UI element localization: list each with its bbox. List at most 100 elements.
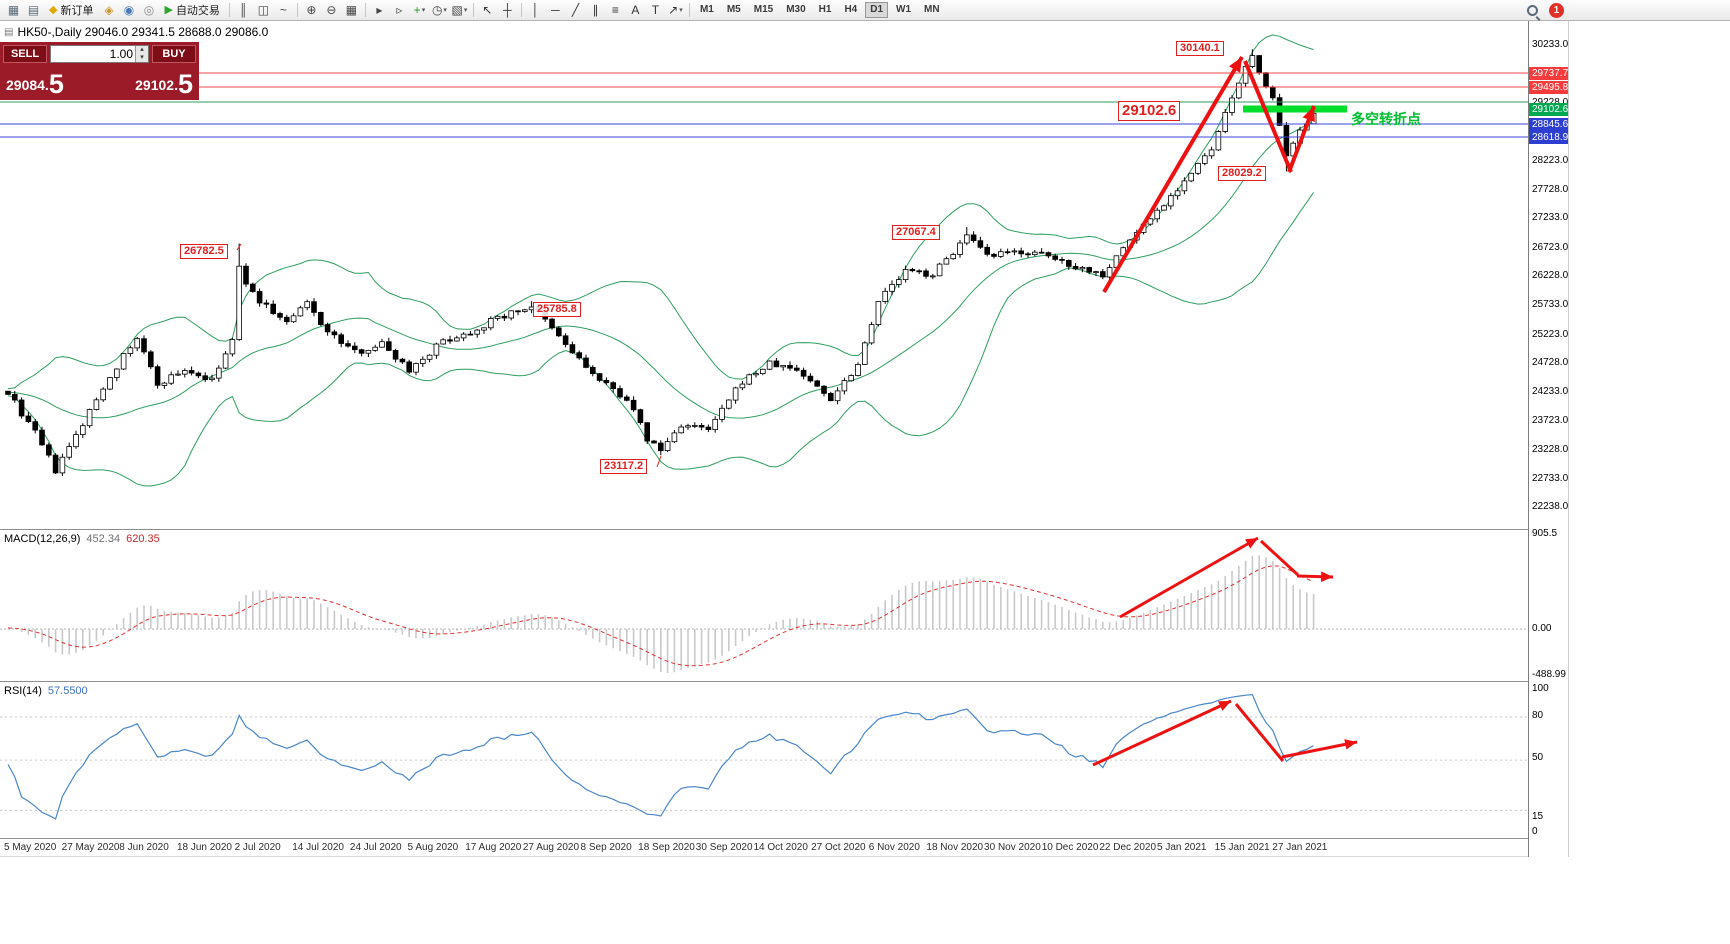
- cursor-icon[interactable]: ↖: [478, 2, 497, 19]
- fibonacci-icon[interactable]: ≡: [606, 2, 625, 19]
- timeframe-m30-button[interactable]: M30: [786, 4, 806, 15]
- label-icon[interactable]: T: [646, 2, 665, 19]
- line-chart-icon-glyph: ~: [279, 3, 287, 17]
- dropdown-caret: ▾: [679, 7, 683, 14]
- chart-shift-icon[interactable]: ▹: [390, 2, 409, 19]
- price-axis-label: 23723.0: [1532, 415, 1569, 426]
- text-icon[interactable]: A: [626, 2, 645, 19]
- crosshair-icon[interactable]: ┼: [498, 2, 517, 19]
- channel-icon[interactable]: ∥: [586, 2, 605, 19]
- vertical-line-icon[interactable]: │: [526, 2, 545, 19]
- trend-arrow[interactable]: [1243, 60, 1293, 173]
- price-axis-label: 22238.0: [1532, 501, 1569, 512]
- search-icon[interactable]: [1523, 2, 1542, 19]
- timeframe-m15-button[interactable]: M15: [753, 4, 774, 15]
- chart-shift-icon-glyph: ▹: [396, 3, 403, 17]
- volume-up-button[interactable]: ▴: [140, 46, 144, 53]
- buy-price: 29102. 5: [135, 71, 193, 98]
- accounts-icon[interactable]: ◉: [119, 2, 138, 19]
- price-chart: [0, 34, 1528, 487]
- date-axis-label: 8 Jun 2020: [119, 842, 169, 853]
- timeframe-m5-button[interactable]: M5: [726, 4, 741, 15]
- chart-window-icon[interactable]: ▦: [4, 2, 23, 19]
- zoom-out-icon[interactable]: ⊖: [322, 2, 341, 19]
- ohlc-bars-icon[interactable]: ║: [234, 2, 253, 19]
- macd-signal-value: 620.35: [126, 533, 160, 545]
- trade-panel-controls: SELL ▴ ▾ BUY: [3, 44, 196, 64]
- text-icon-glyph: A: [631, 3, 640, 17]
- timeframe-h1-button[interactable]: H1: [818, 4, 832, 15]
- date-axis-label: 2 Jul 2020: [234, 842, 281, 853]
- templates-icon-glyph: ▧: [451, 3, 463, 17]
- trend-arrow[interactable]: [1259, 539, 1300, 577]
- new-order-button[interactable]: ◆ 新订单: [44, 2, 98, 19]
- volume-input[interactable]: [51, 46, 135, 62]
- volume-down-button[interactable]: ▾: [140, 54, 144, 61]
- accounts-icon-glyph: ◉: [123, 3, 135, 17]
- date-axis-label: 30 Sep 2020: [695, 842, 753, 853]
- timeframe-mn-button[interactable]: MN: [924, 4, 940, 15]
- notification-badge[interactable]: 1: [1549, 2, 1564, 18]
- sell-button[interactable]: SELL: [3, 45, 47, 63]
- community-icon[interactable]: ◎: [139, 2, 158, 19]
- one-click-trading-panel: SELL ▴ ▾ BUY 29084.5 29102.5: [0, 42, 199, 100]
- toolbar-separator: [520, 3, 522, 17]
- indicators-add-icon[interactable]: + ▾: [410, 2, 429, 19]
- macd-name: MACD(12,26,9): [4, 533, 81, 545]
- price-axis-label: 30233.0: [1532, 39, 1569, 50]
- buy-price-main: 29102.: [135, 77, 178, 93]
- zoom-in-icon[interactable]: ⊕: [302, 2, 321, 19]
- horizontal-line-icon[interactable]: ─: [546, 2, 565, 19]
- timeframe-d1-button[interactable]: D1: [865, 2, 889, 18]
- price-axis-label: 25733.0: [1532, 299, 1569, 310]
- price-axis-label: 24233.0: [1532, 386, 1569, 397]
- trend-arrow[interactable]: [1119, 536, 1259, 619]
- buy-button[interactable]: BUY: [152, 45, 196, 63]
- trend-arrow[interactable]: [1102, 55, 1244, 294]
- rsi-value: 57.5500: [47, 685, 88, 697]
- market-watch-icon[interactable]: ▤: [24, 2, 43, 19]
- timeframe-w1-button[interactable]: W1: [896, 4, 912, 15]
- fibonacci-icon-glyph: ≡: [611, 3, 619, 17]
- new-order-button-icon: ◆: [49, 3, 58, 16]
- templates-icon[interactable]: ▧ ▾: [450, 2, 469, 19]
- funds-icon[interactable]: ◈: [99, 2, 118, 19]
- rsi-indicator-pane: [0, 693, 1528, 820]
- trend-arrow[interactable]: [1281, 740, 1358, 759]
- sell-price: 29084. 5: [6, 71, 64, 98]
- date-axis-label: 18 Nov 2020: [926, 842, 984, 853]
- trend-arrow[interactable]: [1234, 703, 1285, 762]
- pane-separator[interactable]: [0, 529, 1528, 530]
- periods-icon-glyph: ◷: [431, 3, 443, 17]
- cursor-icon-glyph: ↖: [482, 3, 493, 17]
- rsi-scale-label: 50: [1532, 752, 1544, 763]
- price-line-label: 29737.7: [1529, 67, 1568, 80]
- auto-scroll-icon[interactable]: ▸: [370, 2, 389, 19]
- rsi-name: RSI(14): [4, 685, 42, 697]
- price-line-label: 29495.8: [1529, 81, 1568, 94]
- trend-arrow[interactable]: [1092, 699, 1232, 767]
- search-icon-glyph: [1527, 4, 1538, 16]
- date-axis[interactable]: 5 May 2020 27 May 2020 8 Jun 2020 18 Jun 20…: [0, 839, 1528, 857]
- new-order-button-label: 新订单: [60, 5, 94, 17]
- tile-windows-icon-glyph: ▦: [345, 3, 358, 17]
- arrows-tool-icon[interactable]: ↗ ▾: [666, 2, 685, 19]
- rsi-scale-label: 80: [1532, 710, 1544, 721]
- pane-separator[interactable]: [0, 838, 1528, 839]
- channel-icon-glyph: ∥: [592, 3, 599, 17]
- trendline-icon[interactable]: ╱: [566, 2, 585, 19]
- candlestick-icon[interactable]: ◫: [254, 2, 273, 19]
- line-chart-icon[interactable]: ~: [274, 2, 293, 19]
- pane-separator[interactable]: [0, 681, 1528, 682]
- date-axis-label: 17 Aug 2020: [465, 842, 522, 853]
- tile-windows-icon[interactable]: ▦: [342, 2, 361, 19]
- timeframe-h4-button[interactable]: H4: [844, 4, 858, 15]
- date-axis-label: 27 Oct 2020: [811, 842, 866, 853]
- timeframe-m1-button[interactable]: M1: [699, 4, 714, 15]
- rsi-scale-label: 15: [1532, 811, 1544, 822]
- community-icon-glyph: ◎: [143, 3, 155, 17]
- autotrading-button[interactable]: ▶ 自动交易: [159, 2, 224, 19]
- periods-icon[interactable]: ◷ ▾: [430, 2, 449, 19]
- pivot-zone-line[interactable]: [1243, 105, 1347, 113]
